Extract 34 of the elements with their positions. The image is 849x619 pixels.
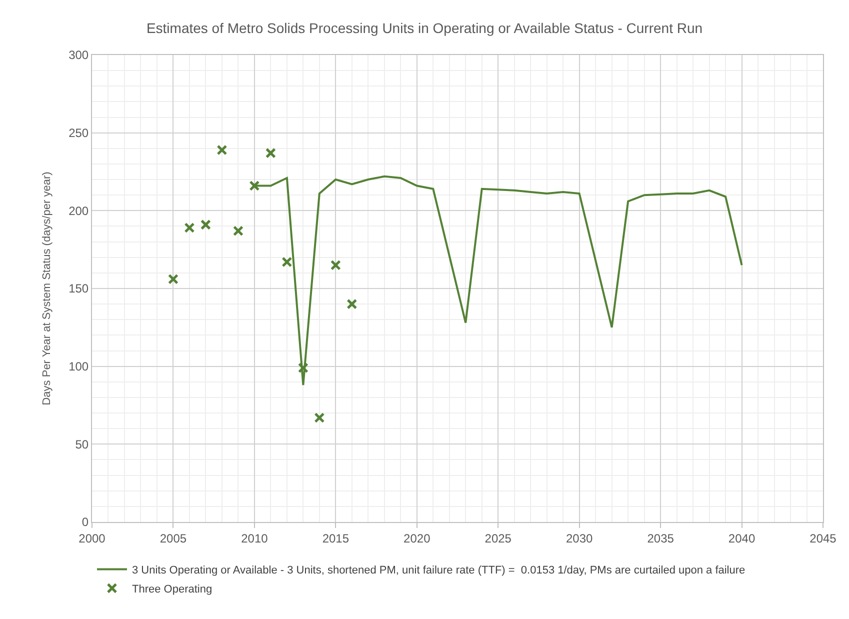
x-tick-label: 2030 <box>566 531 593 546</box>
y-tick-label: 150 <box>68 282 89 296</box>
x-tick-label: 2000 <box>78 531 106 546</box>
point <box>298 362 308 374</box>
y-tick-label: 0 <box>82 515 89 530</box>
point <box>200 219 211 230</box>
chart-title: Estimates of Metro Solids Processing Units in Operating or Available Status - Current Run <box>146 20 703 36</box>
point <box>282 256 292 268</box>
y-tick-label: 100 <box>68 360 89 374</box>
point <box>314 412 325 423</box>
y-axis-title: Days Per Year at System Status (days/per year) <box>41 172 54 406</box>
x-tick-label: 2005 <box>160 531 187 546</box>
y-tick-label: 50 <box>75 437 89 452</box>
line-series <box>253 175 743 386</box>
x-tick-label: 2025 <box>484 531 512 546</box>
y-tick-label: 250 <box>68 126 89 140</box>
point <box>249 180 260 192</box>
x-tick-label: 2045 <box>810 531 837 546</box>
x-tick-label: 2035 <box>647 531 674 546</box>
point <box>216 144 228 156</box>
y-tick-label: 300 <box>68 48 89 62</box>
legend-label: 3 Units Operating or Available - 3 Units, shortened PM, unit failure rate (TTF) = 0.0153 1/day, PMs are curtailed upon a failure <box>132 564 746 576</box>
point <box>232 226 244 236</box>
x-tick-label: 2010 <box>241 531 268 546</box>
legend-label: Three Operating <box>132 583 212 596</box>
x-tick-label: 2015 <box>322 531 350 546</box>
x-tick-label: 2040 <box>728 531 756 546</box>
x-tick-label: 2020 <box>404 531 431 546</box>
point <box>265 148 276 158</box>
point <box>184 222 195 234</box>
point <box>330 260 341 270</box>
point <box>346 298 358 310</box>
point <box>168 274 178 284</box>
y-tick-label: 200 <box>68 204 89 218</box>
